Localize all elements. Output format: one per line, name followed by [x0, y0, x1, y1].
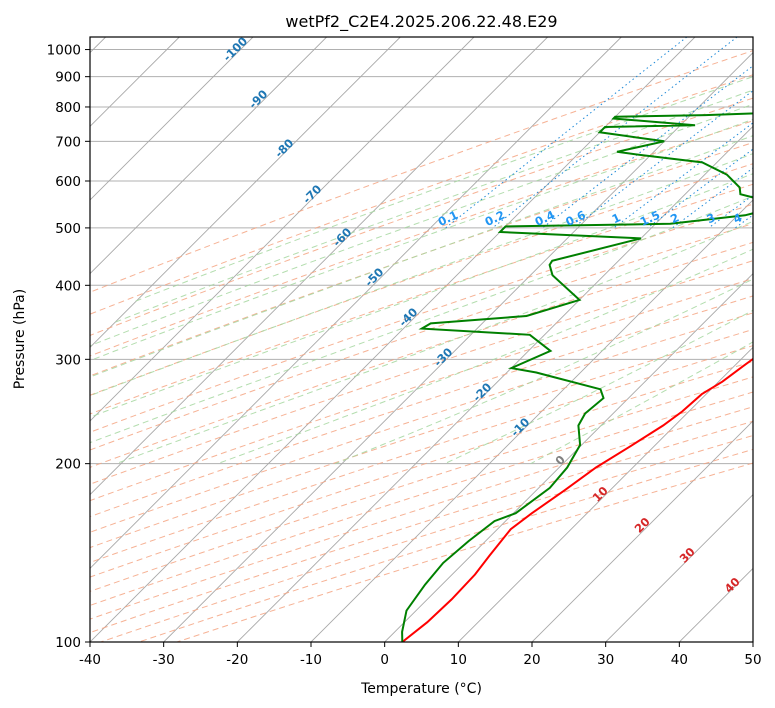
isotherm-label: -40 — [396, 305, 421, 330]
dry-adiabat-line — [90, 295, 753, 518]
isotherm-line — [90, 37, 327, 275]
isotherm-label: 20 — [632, 515, 653, 536]
y-tick-label: 100 — [55, 635, 81, 651]
dry-adiabat-line — [90, 312, 753, 533]
y-tick-label: 300 — [55, 352, 81, 368]
temperature-line — [401, 357, 753, 642]
isotherm-line — [90, 37, 475, 422]
dry-adiabat-line — [90, 328, 753, 549]
isotherm-label: -60 — [330, 225, 355, 250]
moist-adiabat-line — [90, 135, 753, 378]
isotherm-label: 30 — [677, 545, 698, 566]
isotherm-line — [310, 199, 753, 642]
x-tick-label: 40 — [671, 652, 688, 668]
y-tick-label: 400 — [55, 278, 81, 294]
dry-adiabat-line — [90, 376, 753, 592]
dry-adiabat-line — [90, 420, 753, 634]
moist-adiabat-line — [530, 341, 753, 465]
axes: -40 -30 -20 -10 0 10 20 30 40 5010020030040050060… — [47, 43, 762, 668]
mixing-ratio-label: 4 — [731, 210, 744, 226]
dry-adiabat-line — [90, 120, 753, 357]
isotherm-label: 0 — [552, 452, 568, 468]
isotherm-line — [458, 346, 753, 642]
x-axis-label: Temperature (°C) — [360, 681, 482, 697]
x-tick-label: 30 — [597, 652, 614, 668]
mixing-ratio-line — [492, 37, 738, 229]
dry-adiabat-line — [90, 345, 753, 564]
mixing-ratio-label: 0.2 — [483, 208, 507, 229]
mixing-ratio-line — [734, 214, 753, 229]
plot-frame — [89, 36, 754, 643]
x-tick-label: -40 — [79, 652, 101, 668]
y-tick-label: 700 — [55, 134, 81, 150]
dry-adiabat-line — [90, 391, 753, 606]
y-tick-label: 1000 — [47, 43, 81, 59]
mixing-ratio-label: 0.1 — [436, 208, 460, 229]
dry-adiabat-line — [90, 241, 753, 468]
x-tick-label: 20 — [523, 652, 540, 668]
isotherm-line — [163, 52, 753, 642]
mixing-ratio-line — [445, 37, 688, 229]
dry-adiabat-line — [90, 278, 753, 502]
dry-adiabat-line — [90, 183, 753, 415]
dry-adiabat-line — [90, 97, 753, 336]
moist-adiabat-line — [90, 153, 753, 397]
mixing-ratio-line — [613, 122, 753, 229]
isotherm-line — [90, 37, 622, 569]
moist-adiabat-line — [90, 103, 753, 347]
isotherm-line — [90, 37, 254, 201]
moist-adiabat-line — [217, 248, 753, 465]
moist-adiabat-line — [90, 173, 753, 418]
mixing-ratio-line — [672, 167, 753, 229]
isotherm-line — [531, 420, 753, 642]
dry-adiabat-line — [90, 260, 753, 485]
x-tick-label: -10 — [300, 652, 322, 668]
moist-adiabat-line — [90, 195, 753, 444]
x-tick-label: -30 — [153, 652, 175, 668]
y-tick-label: 800 — [55, 100, 81, 116]
moist-adiabat-line — [133, 76, 753, 303]
dry-adiabat-line — [90, 222, 753, 451]
x-tick-label: -20 — [226, 652, 248, 668]
y-tick-label: 600 — [55, 174, 81, 190]
isotherm-line — [384, 273, 753, 642]
chart-title: wetPf2_C2E4.2025.206.22.48.E29 — [285, 12, 557, 32]
dry-adiabat-line — [90, 163, 753, 396]
y-tick-label: 900 — [55, 70, 81, 86]
isotherm-label: -30 — [431, 345, 456, 370]
mixing-ratio-line — [647, 148, 753, 229]
moist-adiabat-line — [90, 118, 753, 362]
isotherm-label: -90 — [246, 87, 271, 112]
dry-adiabat-line — [90, 203, 753, 433]
dry-adiabat-line — [90, 74, 753, 315]
isotherm-line — [605, 494, 753, 642]
isotherm-line — [90, 37, 696, 642]
dry-adiabat-line — [90, 142, 753, 377]
dry-adiabat-line — [90, 50, 753, 293]
dry-adiabat-line — [90, 360, 753, 578]
moist-adiabat-line — [111, 89, 753, 324]
y-tick-label: 500 — [55, 221, 81, 237]
isotherm-label: 10 — [590, 484, 611, 505]
isotherm-line — [90, 37, 548, 496]
plot-area: 0.1 0.2 0.4 0.6 1 1.5 2 3 4-100-90-80-70-60-50-4… — [90, 37, 753, 642]
x-tick-label: 50 — [744, 652, 761, 668]
x-tick-label: 10 — [450, 652, 467, 668]
y-tick-label: 200 — [55, 457, 81, 473]
mixing-ratio-label: 1.5 — [638, 208, 662, 229]
y-axis-label: Pressure (hPa) — [12, 289, 28, 389]
isotherm-line — [90, 37, 401, 348]
isotherm-label: -80 — [272, 136, 297, 161]
isotherm-label: 40 — [722, 575, 743, 596]
isotherm-label: -70 — [300, 182, 325, 207]
dry-adiabat-line — [100, 434, 753, 642]
dewpoint-line — [401, 112, 753, 642]
isotherm-line — [237, 125, 753, 642]
mixing-ratio-line — [572, 90, 753, 229]
x-tick-label: 0 — [380, 652, 389, 668]
moist-adiabat-line — [444, 309, 753, 465]
isotherm-line — [752, 641, 753, 642]
